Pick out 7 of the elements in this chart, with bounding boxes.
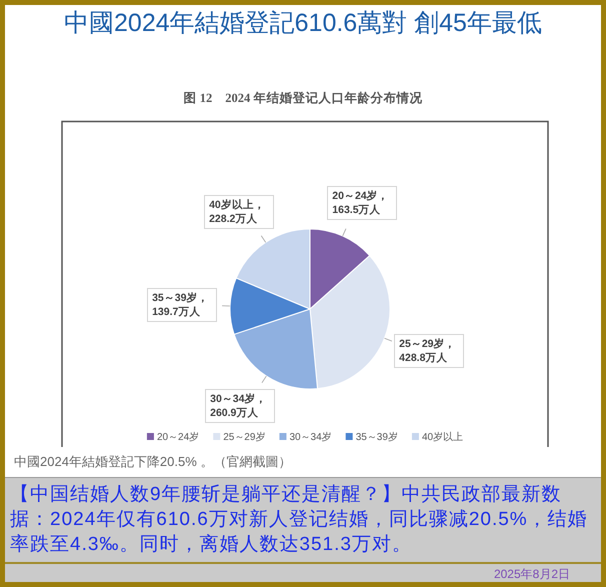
subtitle: 图 12 2024 年结婚登记人口年龄分布情况 bbox=[182, 90, 424, 107]
title: 中國2024年結婚登記610.6萬對 創45年最低 bbox=[63, 8, 543, 39]
legend-label: 25～29岁 bbox=[223, 431, 266, 443]
legend-label: 40岁以上 bbox=[422, 431, 464, 443]
legend-label: 20～24岁 bbox=[156, 431, 200, 443]
legend-label: 35～39岁 bbox=[356, 431, 398, 443]
legend-label: 30～34岁 bbox=[289, 431, 332, 443]
